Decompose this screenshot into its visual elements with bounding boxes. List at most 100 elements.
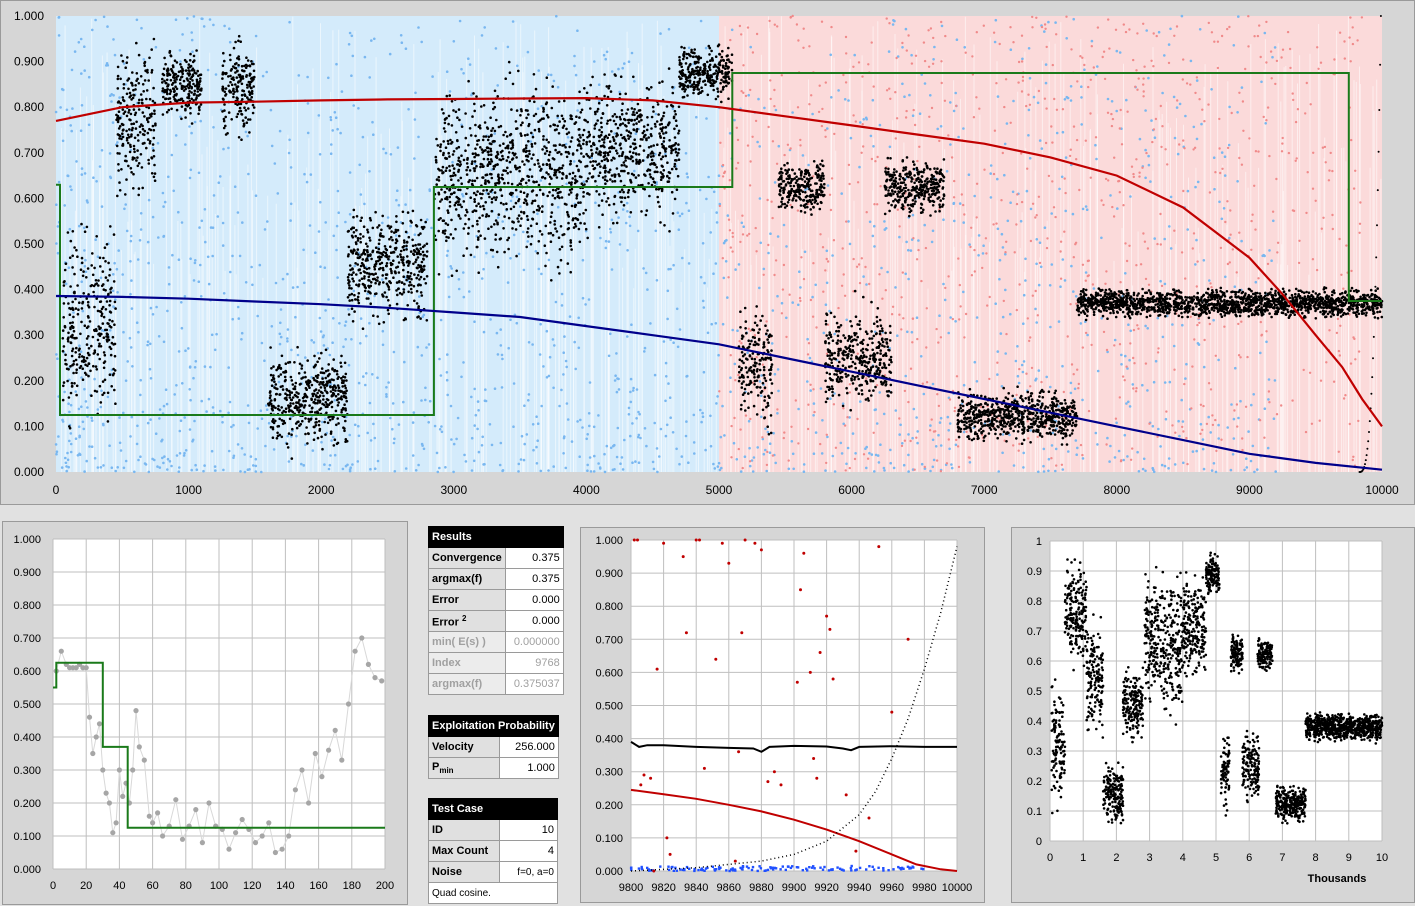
black-point bbox=[407, 211, 410, 214]
blue-point bbox=[527, 399, 530, 402]
blue-point bbox=[84, 172, 87, 175]
black-point bbox=[368, 272, 371, 275]
blue-point bbox=[1171, 323, 1174, 326]
black-point bbox=[405, 248, 408, 251]
pink-point bbox=[770, 201, 772, 203]
blue-point bbox=[198, 280, 201, 283]
blue-point bbox=[215, 333, 218, 336]
black-point bbox=[87, 267, 90, 270]
pink-point bbox=[897, 209, 899, 211]
black-point bbox=[140, 153, 143, 156]
black-point bbox=[126, 61, 129, 64]
black-point bbox=[75, 249, 78, 252]
blue-point bbox=[1218, 201, 1221, 204]
black-point bbox=[163, 68, 166, 71]
black-point bbox=[319, 381, 322, 384]
black-point bbox=[376, 226, 379, 229]
blue-point bbox=[97, 466, 100, 469]
blue-point bbox=[112, 305, 115, 308]
pink-point bbox=[866, 211, 868, 213]
black-point bbox=[235, 88, 238, 91]
black-point bbox=[87, 335, 90, 338]
blue-point bbox=[712, 463, 715, 466]
black-point bbox=[169, 54, 172, 57]
blue-point bbox=[865, 446, 868, 449]
black-point bbox=[406, 241, 409, 244]
blue-point bbox=[994, 302, 997, 305]
pink-point bbox=[1336, 332, 1338, 334]
blue-point bbox=[910, 54, 913, 57]
blue-point bbox=[289, 219, 292, 222]
blue-point bbox=[668, 28, 671, 31]
black-point bbox=[100, 315, 103, 318]
pink-point bbox=[1031, 16, 1033, 18]
blue-point bbox=[431, 75, 434, 78]
blue-point bbox=[1247, 430, 1250, 433]
pink-point bbox=[755, 227, 757, 229]
blue-point bbox=[809, 357, 812, 360]
blue-point bbox=[760, 374, 763, 377]
pink-point bbox=[1316, 269, 1318, 271]
blue-point bbox=[700, 276, 703, 279]
black-point bbox=[423, 226, 426, 229]
pink-point bbox=[795, 399, 797, 401]
blue-point bbox=[264, 445, 267, 448]
blue-point bbox=[157, 142, 160, 145]
pink-point bbox=[1236, 271, 1238, 273]
pink-point bbox=[938, 140, 940, 142]
black-point bbox=[87, 316, 90, 319]
blue-point bbox=[179, 430, 182, 433]
black-point bbox=[284, 371, 287, 374]
pink-point bbox=[1321, 228, 1323, 230]
black-point bbox=[321, 367, 324, 370]
black-point bbox=[223, 120, 226, 123]
black-point bbox=[146, 69, 149, 72]
black-point bbox=[338, 386, 341, 389]
black-point bbox=[122, 124, 125, 127]
pink-point bbox=[1228, 26, 1230, 28]
black-point bbox=[249, 93, 252, 96]
pink-point bbox=[1051, 141, 1053, 143]
pink-point bbox=[1319, 420, 1321, 422]
pink-point bbox=[1003, 300, 1005, 302]
black-point bbox=[336, 370, 339, 373]
black-point bbox=[348, 246, 351, 249]
pink-point bbox=[1338, 350, 1340, 352]
black-point bbox=[402, 269, 405, 272]
blue-point bbox=[1165, 418, 1168, 421]
blue-point bbox=[705, 117, 708, 120]
black-point bbox=[304, 404, 307, 407]
pink-point bbox=[1143, 90, 1145, 92]
blue-point bbox=[998, 278, 1001, 281]
blue-point bbox=[252, 464, 255, 467]
blue-point bbox=[535, 250, 538, 253]
black-point bbox=[341, 385, 344, 388]
pink-point bbox=[1119, 127, 1121, 129]
blue-point bbox=[458, 288, 461, 291]
pink-point bbox=[799, 139, 801, 141]
blue-point bbox=[969, 461, 972, 464]
blue-point bbox=[189, 257, 192, 260]
blue-point bbox=[152, 216, 155, 219]
blue-point bbox=[371, 121, 374, 124]
blue-point bbox=[901, 46, 904, 49]
blue-point bbox=[549, 356, 552, 359]
pink-point bbox=[763, 274, 765, 276]
blue-point bbox=[261, 417, 264, 420]
pink-point bbox=[1005, 78, 1007, 80]
blue-point bbox=[497, 216, 500, 219]
blue-point bbox=[271, 145, 274, 148]
black-point bbox=[374, 282, 377, 285]
black-point bbox=[348, 273, 351, 276]
blue-point bbox=[111, 466, 114, 469]
pink-point bbox=[975, 96, 977, 98]
blue-point bbox=[896, 334, 899, 337]
blue-point bbox=[423, 448, 426, 451]
pink-point bbox=[1350, 139, 1352, 141]
blue-point bbox=[481, 444, 484, 447]
blue-point bbox=[483, 463, 486, 466]
pink-point bbox=[762, 364, 764, 366]
blue-point bbox=[540, 405, 543, 408]
black-point bbox=[96, 368, 99, 371]
